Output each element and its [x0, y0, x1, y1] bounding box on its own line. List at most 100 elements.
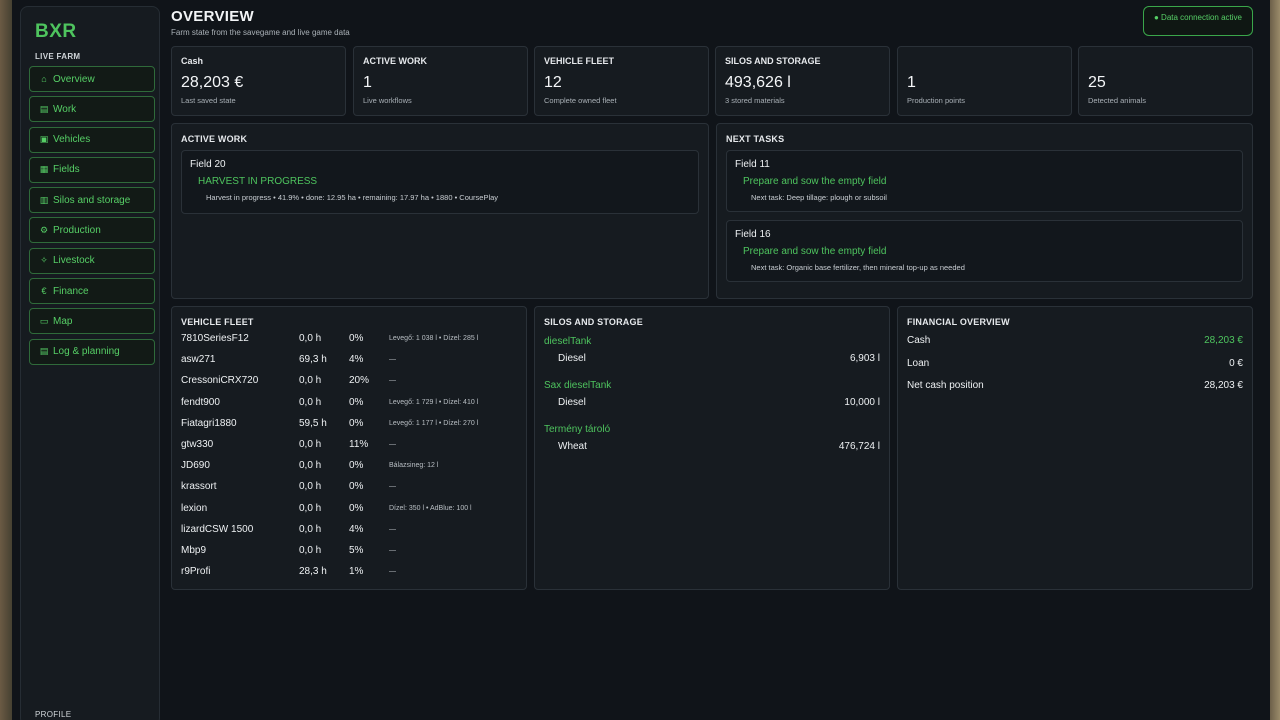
brand-subtitle: LIVE FARM — [35, 52, 81, 61]
vehicle-percent: 20% — [349, 375, 370, 387]
vehicle-row[interactable]: asw271 69,3 h 4% — — [181, 354, 521, 375]
financial-overview-panel: FINANCIAL OVERVIEW Cash 28,203 € Loan 0 … — [897, 306, 1253, 590]
sidebar-item-finance[interactable]: € Finance — [29, 278, 155, 305]
vehicle-percent: 0% — [349, 333, 364, 344]
task-item[interactable]: Field 11 Prepare and sow the empty field… — [726, 150, 1243, 212]
silo-item: Diesel 10,000 l — [558, 397, 880, 408]
sidebar-nav: ⌂ Overview ▤ Work ▣ Vehicles ▦ Fields ▥ … — [29, 66, 155, 369]
vehicle-hours: 69,3 h — [299, 354, 327, 366]
finance-label: Net cash position — [907, 380, 984, 391]
sidebar-item-label: Fields — [53, 164, 80, 176]
task-action: Prepare and sow the empty field — [743, 176, 887, 187]
vehicle-percent: 1% — [349, 566, 364, 578]
vehicle-row[interactable]: CressoniCRX720 0,0 h 20% — — [181, 375, 521, 396]
vehicle-row[interactable]: fendt900 0,0 h 0% Levegő: 1 729 l • Dízel: … — [181, 397, 521, 418]
kpi-value: 493,626 l — [725, 74, 791, 91]
vehicle-name: Mbp9 — [181, 545, 207, 556]
vehicle-row[interactable]: r9Profi 28,3 h 1% — — [181, 566, 521, 587]
sidebar-item-fields[interactable]: ▦ Fields — [29, 156, 155, 183]
vehicle-hours: 0,0 h — [299, 460, 322, 472]
vehicle-percent: 0% — [349, 502, 364, 514]
vehicle-row[interactable]: Fiatagri1880 59,5 h 0% Levegő: 1 177 l • Dí… — [181, 418, 521, 439]
sidebar-item-label: Livestock — [53, 255, 95, 267]
sidebar-item-work[interactable]: ▤ Work — [29, 96, 155, 123]
vehicle-fill-note: — — [389, 525, 396, 533]
kpi-card-silos: SILOS AND STORAGE 493,626 l 3 stored mat… — [715, 46, 890, 116]
kpi-subtitle: Production points — [907, 96, 965, 105]
kpi-subtitle: Live workflows — [363, 96, 412, 105]
vehicle-row[interactable]: Mbp9 0,0 h 5% — — [181, 545, 521, 566]
active-work-panel: ACTIVE WORK Field 20 HARVEST IN PROGRESS… — [171, 123, 709, 299]
page-subtitle: Farm state from the savegame and live ga… — [171, 28, 350, 37]
vehicle-percent: 0% — [349, 460, 364, 472]
task-item[interactable]: Field 16 Prepare and sow the empty field… — [726, 220, 1243, 282]
vehicle-name: CressoniCRX720 — [181, 375, 259, 387]
vehicle-hours: 0,0 h — [299, 545, 322, 556]
sidebar-item-map[interactable]: ▭ Map — [29, 308, 155, 335]
vehicle-hours: 59,5 h — [299, 417, 327, 429]
vehicle-row[interactable]: 7810SeriesF12 0,0 h 0% Levegő: 1 038 l • Dí… — [181, 333, 521, 354]
finance-value: 0 € — [1229, 358, 1243, 369]
kpi-subtitle: Detected animals — [1088, 96, 1146, 105]
sidebar: BXR LIVE FARM ⌂ Overview ▤ Work ▣ Vehicl… — [20, 6, 160, 720]
work-icon: ▤ — [39, 103, 49, 114]
vehicle-percent: 0% — [349, 417, 364, 429]
kpi-subtitle: Complete owned fleet — [544, 96, 617, 105]
silo-name: Sax dieselTank — [544, 380, 612, 391]
field-name: Field 11 — [735, 159, 770, 170]
task-action: Prepare and sow the empty field — [743, 246, 887, 257]
connection-status-badge: ● Data connection active — [1143, 6, 1253, 36]
fields-icon: ▦ — [39, 164, 49, 175]
vehicle-row[interactable]: JD690 0,0 h 0% Bálazsineg: 12 l — [181, 460, 521, 481]
sidebar-item-overview[interactable]: ⌂ Overview — [29, 66, 155, 92]
home-icon: ⌂ — [41, 74, 47, 84]
sidebar-item-livestock[interactable]: ✧ Livestock — [29, 247, 155, 274]
finance-label: Loan — [907, 358, 930, 369]
sidebar-item-production[interactable]: ⚙ Production — [29, 217, 155, 244]
vehicle-hours: 0,0 h — [299, 333, 322, 344]
work-item[interactable]: Field 20 HARVEST IN PROGRESS Harvest in … — [181, 150, 699, 214]
vehicle-fill-note: Levegő: 1 177 l • Dízel: 270 l — [389, 419, 479, 427]
finance-label: Cash — [907, 335, 931, 346]
finance-row-loan: Loan 0 € — [907, 358, 1243, 369]
sidebar-item-label: Vehicles — [53, 134, 91, 146]
vehicle-row[interactable]: lizardCSW 1500 0,0 h 4% — — [181, 524, 521, 545]
section-title: VEHICLE FLEET — [181, 317, 254, 327]
vehicle-hours: 0,0 h — [299, 396, 322, 408]
sidebar-item-label: Production — [53, 224, 101, 236]
vehicle-hours: 0,0 h — [299, 523, 322, 535]
vehicle-fill-note: Bálazsineg: 12 l — [389, 462, 439, 470]
vehicle-name: JD690 — [181, 460, 210, 472]
vehicle-name: Fiatagri1880 — [181, 417, 237, 429]
vehicle-name: asw271 — [181, 354, 216, 366]
work-detail: Harvest in progress • 41.9% • done: 12.9… — [206, 193, 499, 202]
vehicle-fill-note: Levegő: 1 729 l • Dízel: 410 l — [389, 398, 479, 406]
kpi-card-vehicle-fleet: VEHICLE FLEET 12 Complete owned fleet — [534, 46, 709, 116]
kpi-value: 12 — [544, 74, 562, 91]
vehicle-fill-note: — — [389, 568, 396, 576]
vehicle-row[interactable]: lexion 0,0 h 0% Dízel: 350 l • AdBlue: 100 … — [181, 503, 521, 524]
finance-value: 28,203 € — [1204, 335, 1243, 346]
silo-item-label: Diesel — [558, 353, 586, 364]
section-title: FINANCIAL OVERVIEW — [907, 317, 1010, 327]
vehicle-row[interactable]: krassort 0,0 h 0% — — [181, 481, 521, 502]
sidebar-item-vehicles[interactable]: ▣ Vehicles — [29, 126, 155, 153]
production-icon: ⚙ — [39, 224, 49, 235]
kpi-value: 1 — [907, 74, 916, 91]
vehicle-name: gtw330 — [181, 439, 214, 450]
sidebar-item-log-planning[interactable]: ▤ Log & planning — [29, 338, 155, 365]
log-icon: ▤ — [39, 346, 49, 357]
vehicle-percent: 4% — [349, 523, 364, 535]
vehicle-percent: 5% — [349, 545, 364, 556]
profile-link[interactable]: PROFILE — [35, 710, 72, 719]
vehicle-icon: ▣ — [39, 134, 49, 145]
kpi-subtitle: Last saved state — [181, 96, 236, 105]
silo-item-label: Wheat — [558, 441, 587, 452]
sidebar-item-silos[interactable]: ▥ Silos and storage — [29, 187, 155, 214]
section-title: ACTIVE WORK — [181, 134, 248, 144]
vehicle-fill-note: — — [389, 547, 396, 554]
field-name: Field 16 — [735, 229, 771, 240]
finance-icon: € — [41, 286, 47, 297]
vehicle-fill-note: — — [389, 441, 396, 448]
vehicle-row[interactable]: gtw330 0,0 h 11% — — [181, 439, 521, 460]
